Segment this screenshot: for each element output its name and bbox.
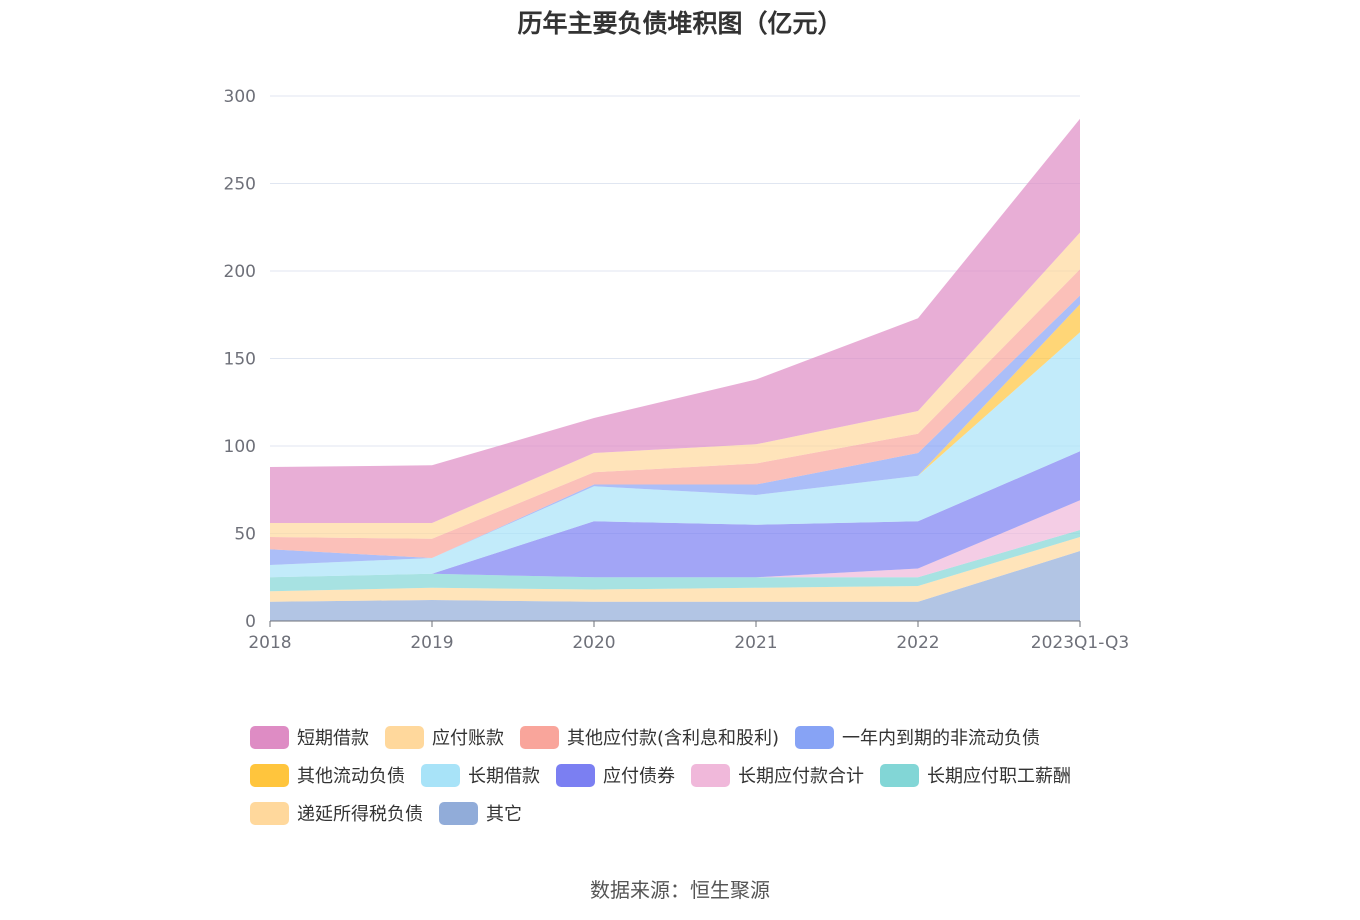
y-tick-label: 0 [245, 612, 256, 632]
legend-label: 其它 [486, 804, 522, 825]
legend-row: 递延所得税负债 其它 [250, 794, 1150, 832]
legend-swatch [439, 801, 478, 825]
legend-item[interactable]: 应付账款 [385, 724, 504, 750]
area-长期应付职工薪酬[interactable] [270, 530, 1080, 592]
x-tick-label: 2022 [896, 633, 939, 653]
legend-item[interactable]: 其它 [439, 800, 522, 826]
legend-swatch [421, 763, 460, 787]
area-短期借款[interactable] [270, 118, 1080, 524]
legend-item[interactable]: 长期借款 [421, 762, 540, 788]
legend-item[interactable]: 长期应付款合计 [691, 762, 864, 788]
legend-swatch [385, 725, 424, 749]
y-tick-label: 300 [224, 87, 256, 107]
source-note: 数据来源：恒生聚源 [590, 878, 770, 902]
legend-item[interactable]: 长期应付职工薪酬 [880, 762, 1071, 788]
legend-item[interactable]: 一年内到期的非流动负债 [795, 724, 1040, 750]
legend-label: 一年内到期的非流动负债 [842, 728, 1041, 749]
legend-swatch [880, 763, 919, 787]
legend-swatch [250, 763, 289, 787]
legend-row: 短期借款 应付账款 其他应付款(含利息和股利) 一年内到期的非流动负债 [250, 718, 1150, 756]
legend-label: 长期应付款合计 [738, 766, 864, 787]
legend-swatch [250, 801, 289, 825]
y-tick-label: 200 [224, 262, 256, 282]
y-tick-label: 50 [234, 525, 256, 545]
legend-item[interactable]: 其他应付款(含利息和股利) [520, 724, 779, 750]
area-其它[interactable] [270, 551, 1080, 621]
legend-item[interactable]: 其他流动负债 [250, 762, 405, 788]
area-递延所得税负债[interactable] [270, 537, 1080, 602]
x-tick-label: 2018 [248, 633, 291, 653]
axes: 0 50 100 150 200 250 300 2018 2019 2020 2021 2022 20… [224, 87, 1130, 653]
y-tick-label: 250 [224, 175, 256, 195]
legend-swatch [520, 725, 559, 749]
legend-label: 其他流动负债 [297, 766, 405, 787]
legend-row: 其他流动负债 长期借款 应付债券 长期应付款合计 长期应付职工薪酬 [250, 756, 1150, 794]
legend-item[interactable]: 短期借款 [250, 724, 369, 750]
legend-label: 其他应付款(含利息和股利) [567, 728, 780, 749]
y-tick-label: 150 [224, 350, 256, 370]
legend-label: 应付债券 [603, 766, 675, 787]
legend-swatch [250, 725, 289, 749]
chart-title: 历年主要负债堆积图（亿元） [517, 9, 843, 38]
area-应付债券[interactable] [270, 451, 1080, 578]
x-tick-label: 2021 [734, 633, 777, 653]
area-series [270, 118, 1080, 621]
legend-label: 递延所得税负债 [297, 804, 423, 825]
legend-item[interactable]: 应付债券 [556, 762, 675, 788]
legend-swatch [795, 725, 835, 749]
x-tick-label: 2023Q1-Q3 [1031, 633, 1129, 653]
x-tick-label: 2020 [572, 633, 615, 653]
legend: 短期借款 应付账款 其他应付款(含利息和股利) 一年内到期的非流动负债其他流动负债 长期… [250, 718, 1150, 832]
legend-swatch [556, 763, 595, 787]
legend-swatch [691, 763, 730, 787]
area-长期借款[interactable] [270, 332, 1080, 578]
legend-label: 应付账款 [432, 728, 504, 749]
legend-label: 短期借款 [297, 728, 369, 749]
x-tick-label: 2019 [410, 633, 453, 653]
legend-label: 长期借款 [468, 766, 540, 787]
legend-item[interactable]: 递延所得税负债 [250, 800, 423, 826]
legend-label: 长期应付职工薪酬 [927, 766, 1071, 787]
y-tick-label: 100 [224, 437, 256, 457]
